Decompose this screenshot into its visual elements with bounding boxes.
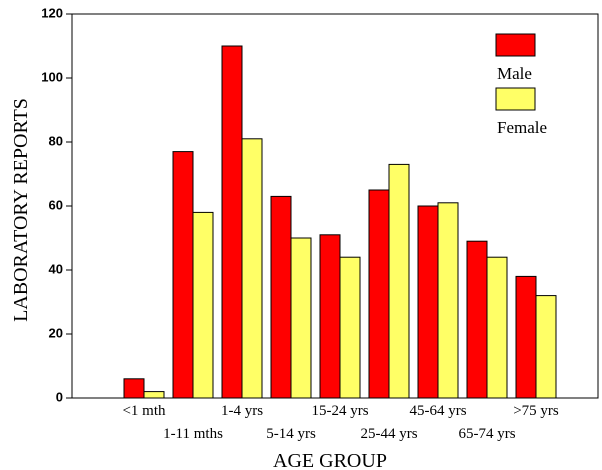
bar (417, 205, 439, 399)
bar (486, 256, 508, 399)
x-tick-label: 65-74 yrs (458, 426, 515, 442)
bar (388, 163, 410, 399)
bar (192, 211, 214, 399)
x-tick-label: 45-64 yrs (409, 403, 466, 419)
y-tick-label: 40 (49, 261, 63, 276)
x-tick-label: 5-14 yrs (266, 426, 316, 442)
bar (290, 237, 312, 399)
y-axis-title: LABORATORY REPORTS (10, 98, 32, 322)
bar (143, 391, 165, 399)
x-tick-label: 1-11 mths (163, 426, 223, 442)
bar (515, 275, 537, 399)
y-tick-label: 20 (49, 325, 63, 340)
y-tick-label: 60 (49, 197, 63, 212)
bar (241, 138, 263, 399)
bar (466, 240, 488, 399)
bar (368, 189, 390, 399)
bar (172, 151, 194, 399)
x-tick-label: <1 mth (122, 403, 166, 419)
y-tick-label: 80 (49, 133, 63, 148)
y-tick-label: 0 (56, 389, 63, 404)
y-tick-label: 100 (41, 69, 63, 84)
x-tick-label: 15-24 yrs (311, 403, 368, 419)
bar (437, 202, 459, 399)
legend-label: Female (497, 118, 547, 137)
x-tick-label: 25-44 yrs (360, 426, 417, 442)
bar (270, 195, 292, 399)
x-axis-title: AGE GROUP (273, 450, 387, 470)
bar (339, 256, 361, 399)
legend-swatch (495, 87, 536, 111)
bar (535, 295, 557, 399)
x-tick-label: 1-4 yrs (221, 403, 263, 419)
legend-swatch (495, 33, 536, 57)
x-tick-label: >75 yrs (513, 403, 559, 419)
legend-label: Male (497, 64, 532, 83)
bar (123, 378, 145, 399)
y-tick-label: 120 (41, 5, 63, 20)
bar (319, 234, 341, 399)
bar (221, 45, 243, 399)
